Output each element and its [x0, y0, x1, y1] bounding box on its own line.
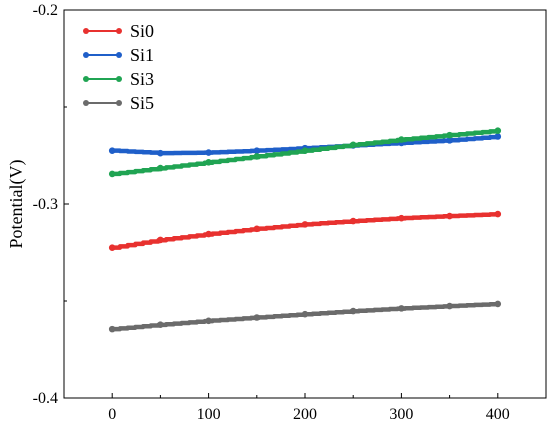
data-point — [205, 317, 212, 325]
data-point — [301, 147, 309, 154]
data-point — [108, 325, 116, 333]
legend-swatch-marker — [83, 100, 89, 106]
data-point — [494, 300, 502, 308]
data-point — [349, 217, 357, 225]
legend-label: Si0 — [130, 21, 154, 41]
series-si0 — [108, 210, 502, 251]
legend-item-si3: Si3 — [83, 69, 154, 89]
y-axis: -0.4 -0.3 -0.2 — [33, 2, 69, 407]
data-point — [494, 210, 502, 218]
x-axis: 0 100 200 300 400 — [63, 393, 547, 423]
data-point — [253, 147, 261, 154]
data-point — [253, 314, 261, 321]
x-tick-label: 100 — [197, 406, 221, 423]
x-tick-label: 0 — [108, 406, 116, 423]
data-point — [446, 131, 453, 139]
data-point — [494, 127, 502, 134]
data-point — [253, 225, 261, 233]
data-point — [253, 153, 261, 160]
legend-label: Si3 — [130, 69, 154, 89]
x-tick-label: 300 — [389, 406, 413, 423]
y-axis-title: Potential(V) — [6, 160, 27, 249]
data-point — [108, 244, 116, 251]
data-point — [301, 310, 309, 318]
data-point — [205, 230, 212, 238]
legend-swatch-marker — [116, 52, 122, 58]
data-point — [157, 149, 164, 157]
y-tick-label: -0.3 — [33, 196, 58, 213]
series-layer — [108, 127, 502, 333]
legend-item-si1: Si1 — [83, 45, 154, 65]
data-point — [349, 307, 357, 315]
legend-swatch-marker — [83, 52, 89, 58]
legend-swatch-marker — [83, 76, 89, 82]
data-point — [157, 236, 164, 244]
data-point — [446, 212, 453, 220]
legend-item-si0: Si0 — [83, 21, 154, 41]
data-point — [205, 158, 212, 166]
data-point — [157, 321, 164, 328]
data-point — [205, 149, 212, 156]
data-point — [398, 214, 405, 222]
legend-label: Si5 — [130, 93, 154, 113]
legend-label: Si1 — [130, 45, 154, 65]
legend-swatch-marker — [116, 28, 122, 34]
legend-item-si5: Si5 — [83, 93, 154, 113]
legend-swatch-marker — [116, 76, 122, 82]
data-point — [446, 302, 453, 310]
data-point — [398, 305, 405, 312]
series-si5 — [108, 300, 502, 333]
data-point — [108, 147, 116, 154]
legend: Si0 Si1 Si3 Si5 — [83, 21, 154, 113]
data-point — [349, 141, 357, 149]
series-line — [109, 211, 501, 250]
data-point — [108, 170, 116, 178]
x-tick-label: 400 — [486, 406, 510, 423]
legend-swatch-marker — [83, 28, 89, 34]
y-tick-label: -0.2 — [33, 2, 58, 19]
series-si3 — [108, 127, 502, 178]
x-tick-label: 200 — [293, 406, 317, 423]
data-point — [301, 221, 309, 228]
data-point — [494, 133, 502, 140]
data-point — [157, 164, 164, 172]
legend-swatch-marker — [116, 100, 122, 106]
data-point — [398, 136, 405, 143]
y-tick-label: -0.4 — [33, 390, 58, 407]
